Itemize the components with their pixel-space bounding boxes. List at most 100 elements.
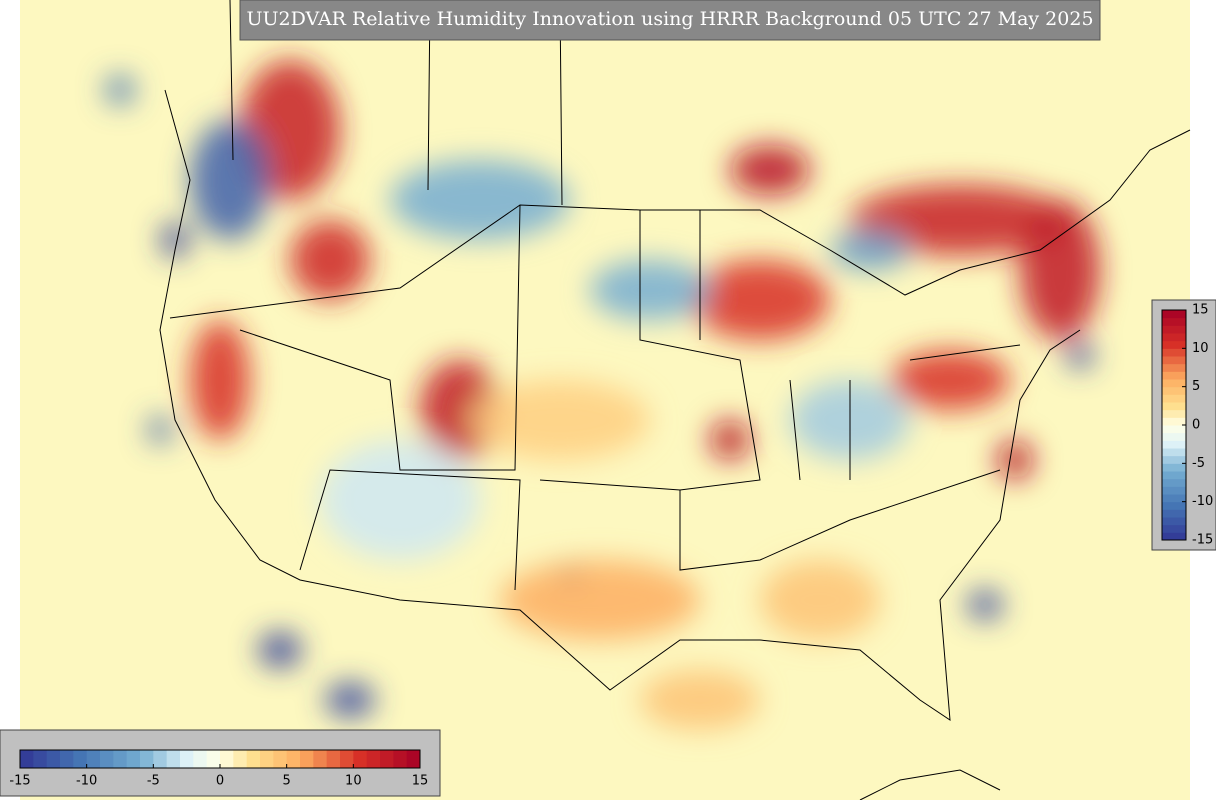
- boundaries: [159, 0, 1191, 800]
- colorbar-swatch: [1162, 402, 1186, 411]
- colorbar-swatch: [1162, 471, 1186, 480]
- colorbar-swatch: [1162, 417, 1186, 426]
- colorbar-swatch: [60, 750, 74, 768]
- colorbar-swatch: [406, 750, 421, 768]
- colorbar-swatch: [260, 750, 274, 768]
- humidity-blob: [161, 222, 189, 258]
- humidity-blob: [105, 75, 135, 105]
- humidity-blob: [500, 560, 700, 640]
- colorbar-tick-label: 0: [216, 774, 224, 789]
- colorbar-swatch: [1162, 379, 1186, 388]
- humidity-blob: [690, 260, 830, 340]
- humidity-blob: [258, 632, 302, 668]
- colorbar-tick-label: -15: [9, 774, 30, 789]
- humidity-blob: [148, 416, 172, 444]
- colorbar-tick-label: 10: [345, 774, 362, 789]
- colorbar-swatch: [380, 750, 394, 768]
- colorbar-swatch: [206, 750, 221, 768]
- colorbar-swatch: [326, 750, 341, 768]
- humidity-blob: [710, 420, 750, 460]
- colorbar-swatch: [353, 750, 368, 768]
- colorbar-swatch: [1162, 524, 1186, 533]
- colorbar-swatch: [313, 750, 328, 768]
- map-title: UU2DVAR Relative Humidity Innovation usi…: [246, 8, 1093, 30]
- humidity-blob: [190, 120, 270, 240]
- humidity-blob: [390, 160, 570, 240]
- colorbar-swatch: [180, 750, 194, 768]
- colorbar-tick-label: -10: [76, 774, 97, 789]
- colorbar-swatch: [1162, 394, 1186, 403]
- colorbar-swatch: [286, 750, 301, 768]
- colorbar-swatch: [1162, 455, 1186, 464]
- colorbar-swatch: [1162, 494, 1186, 503]
- colorbar-swatch: [1162, 501, 1186, 510]
- humidity-blob: [290, 220, 370, 300]
- humidity-blob: [590, 260, 710, 320]
- colorbar-tick-label: -10: [1192, 494, 1213, 509]
- colorbar-swatch: [340, 750, 354, 768]
- colorbar-swatch: [393, 750, 408, 768]
- humidity-blob: [1066, 341, 1094, 369]
- colorbar-swatch: [1162, 440, 1186, 449]
- colorbar-swatch: [220, 750, 234, 768]
- colorbar-swatch: [1162, 371, 1186, 380]
- colorbar-swatch: [233, 750, 248, 768]
- colorbar-tick-label: -15: [1192, 533, 1213, 548]
- humidity-blob: [830, 230, 910, 270]
- colorbar-swatch: [1162, 340, 1186, 349]
- colorbar-swatch: [1162, 348, 1186, 357]
- colorbar-swatch: [1162, 517, 1186, 526]
- colorbar-swatch: [1162, 448, 1186, 457]
- colorbar-swatch: [1162, 509, 1186, 518]
- colorbar-tick-label: -5: [1192, 456, 1205, 471]
- colorbar-swatch: [1162, 486, 1186, 495]
- humidity-blob: [850, 185, 1070, 255]
- colorbar-swatch: [1162, 463, 1186, 472]
- colorbar-swatch: [1162, 386, 1186, 395]
- humidity-field: [105, 60, 1100, 730]
- colorbar-tick-label: 5: [283, 774, 291, 789]
- colorbar-swatch: [1162, 478, 1186, 487]
- colorbar-swatch: [33, 750, 48, 768]
- colorbar-swatch: [300, 750, 314, 768]
- colorbar-tick-label: 0: [1192, 418, 1200, 433]
- colorbar-swatch: [86, 750, 101, 768]
- humidity-blob: [967, 590, 1003, 620]
- colorbar-swatch: [1162, 325, 1186, 334]
- colorbar-swatch: [193, 750, 208, 768]
- colorbar-bottom: -15 -10 -5 0 5 10 15: [9, 749, 429, 789]
- colorbar-swatch: [1162, 409, 1186, 418]
- colorbar-swatch: [1162, 356, 1186, 365]
- humidity-blob: [730, 145, 810, 195]
- humidity-blob: [325, 682, 375, 718]
- colorbar-swatch: [1162, 310, 1186, 319]
- humidity-blob: [640, 670, 760, 730]
- colorbar-tick-label: 5: [1192, 379, 1200, 394]
- colorbar-tick-label: 10: [1192, 341, 1209, 356]
- colorbar-swatch: [113, 750, 128, 768]
- colorbar-tick-label: 15: [412, 774, 429, 789]
- humidity-blob: [997, 440, 1033, 480]
- humidity-blob: [320, 440, 480, 560]
- title-box: [239, 0, 1101, 41]
- colorbar-swatch: [1162, 425, 1186, 434]
- humidity-blob: [890, 350, 1010, 410]
- colorbar-swatch: [246, 750, 261, 768]
- colorbar-swatch: [1162, 532, 1186, 541]
- humidity-blob: [1020, 200, 1100, 340]
- colorbar-swatch: [166, 750, 181, 768]
- humidity-blob: [470, 380, 650, 460]
- colorbar-swatch: [273, 750, 288, 768]
- colorbar-tick-label: 15: [1192, 303, 1209, 318]
- colorbar-tick-label: -5: [147, 774, 160, 789]
- colorbar-swatch: [140, 750, 154, 768]
- colorbar-swatch: [1162, 363, 1186, 372]
- colorbar-right: 15 10 5 0 -5 -10 -15: [1161, 303, 1213, 548]
- colorbar-swatch: [73, 750, 88, 768]
- colorbar-swatch: [126, 750, 141, 768]
- colorbar-swatch: [1162, 432, 1186, 441]
- colorbar-swatch: [366, 750, 381, 768]
- colorbar-swatch: [1162, 333, 1186, 342]
